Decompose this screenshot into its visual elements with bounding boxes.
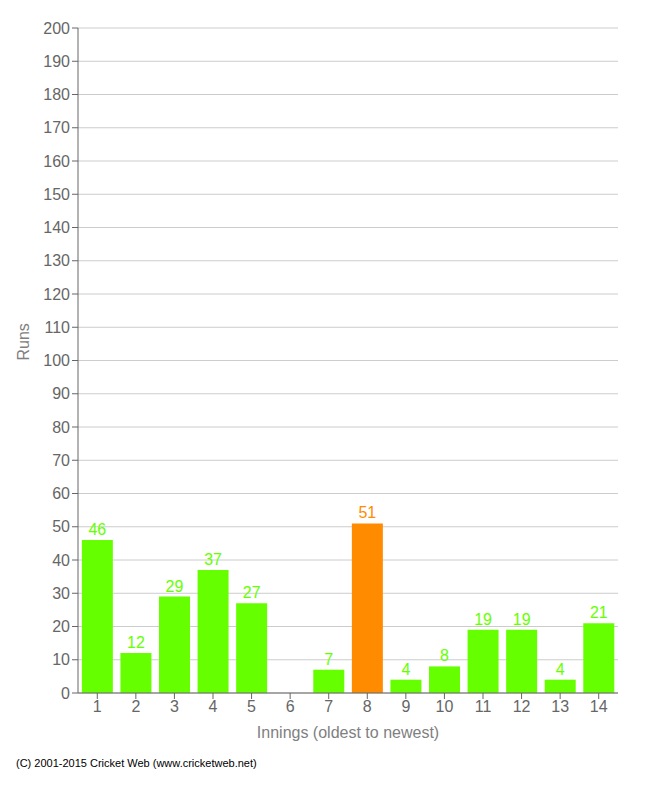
svg-text:21: 21 xyxy=(590,604,608,621)
svg-text:3: 3 xyxy=(170,698,179,715)
svg-text:1: 1 xyxy=(93,698,102,715)
svg-text:4: 4 xyxy=(209,698,218,715)
svg-text:4: 4 xyxy=(401,661,410,678)
svg-text:12: 12 xyxy=(513,698,531,715)
svg-text:140: 140 xyxy=(43,219,70,236)
svg-text:30: 30 xyxy=(52,585,70,602)
svg-text:8: 8 xyxy=(440,647,449,664)
svg-text:10: 10 xyxy=(52,651,70,668)
svg-text:6: 6 xyxy=(286,698,295,715)
svg-text:46: 46 xyxy=(88,521,106,538)
svg-text:27: 27 xyxy=(243,584,261,601)
svg-text:180: 180 xyxy=(43,86,70,103)
svg-text:7: 7 xyxy=(324,651,333,668)
svg-text:80: 80 xyxy=(52,419,70,436)
svg-text:2: 2 xyxy=(131,698,140,715)
svg-text:150: 150 xyxy=(43,186,70,203)
svg-text:5: 5 xyxy=(247,698,256,715)
svg-text:170: 170 xyxy=(43,119,70,136)
svg-text:13: 13 xyxy=(551,698,569,715)
svg-text:60: 60 xyxy=(52,485,70,502)
svg-text:20: 20 xyxy=(52,618,70,635)
svg-text:14: 14 xyxy=(590,698,608,715)
svg-text:0: 0 xyxy=(61,685,70,702)
svg-text:Runs: Runs xyxy=(15,323,32,360)
svg-text:51: 51 xyxy=(358,504,376,521)
svg-text:12: 12 xyxy=(127,634,145,651)
svg-text:40: 40 xyxy=(52,552,70,569)
svg-text:7: 7 xyxy=(324,698,333,715)
svg-text:160: 160 xyxy=(43,153,70,170)
svg-text:11: 11 xyxy=(475,698,492,715)
svg-text:9: 9 xyxy=(401,698,410,715)
svg-text:4: 4 xyxy=(556,661,565,678)
svg-text:130: 130 xyxy=(43,252,70,269)
svg-text:10: 10 xyxy=(436,698,454,715)
svg-text:29: 29 xyxy=(166,578,184,595)
svg-text:19: 19 xyxy=(513,611,531,628)
svg-text:8: 8 xyxy=(363,698,372,715)
svg-text:110: 110 xyxy=(44,319,70,336)
svg-text:37: 37 xyxy=(204,551,222,568)
svg-text:90: 90 xyxy=(52,385,70,402)
svg-text:19: 19 xyxy=(474,611,492,628)
svg-text:120: 120 xyxy=(43,286,70,303)
svg-text:100: 100 xyxy=(43,352,70,369)
svg-text:200: 200 xyxy=(43,20,70,37)
svg-text:Innings (oldest to newest): Innings (oldest to newest) xyxy=(257,724,439,741)
svg-text:190: 190 xyxy=(43,53,70,70)
svg-text:70: 70 xyxy=(52,452,70,469)
html-text:(C) 2001-2015 Cricket Web (www: (C) 2001-2015 Cricket Web (www.cricketwe… xyxy=(16,757,257,769)
svg-text:50: 50 xyxy=(52,518,70,535)
